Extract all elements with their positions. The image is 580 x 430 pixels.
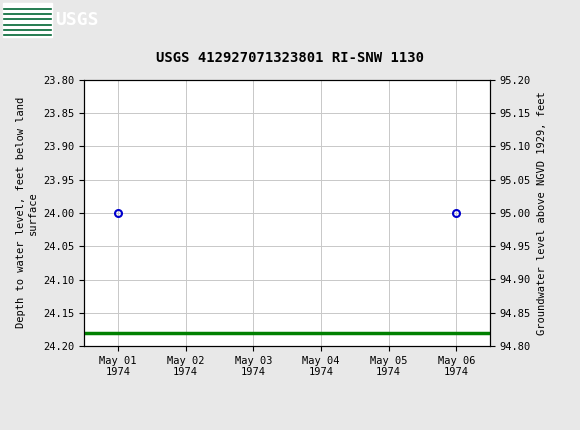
Text: USGS: USGS <box>55 11 99 29</box>
Y-axis label: Groundwater level above NGVD 1929, feet: Groundwater level above NGVD 1929, feet <box>536 91 546 335</box>
Bar <box>3 3 52 37</box>
Y-axis label: Depth to water level, feet below land
surface: Depth to water level, feet below land su… <box>16 97 38 329</box>
Text: USGS 412927071323801 RI-SNW 1130: USGS 412927071323801 RI-SNW 1130 <box>156 50 424 64</box>
